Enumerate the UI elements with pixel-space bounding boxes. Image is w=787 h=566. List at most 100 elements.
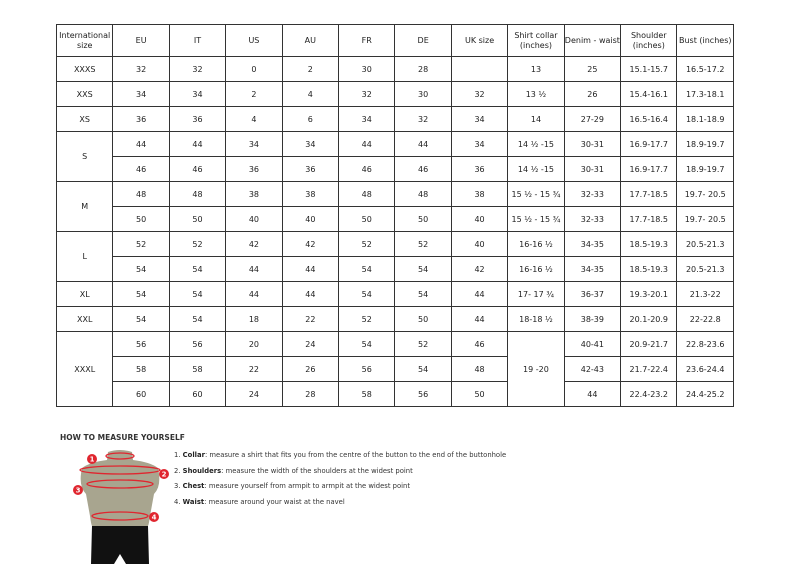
step-collar: 1. Collar: measure a shirt that fits you… (174, 451, 507, 459)
svg-text:2: 2 (162, 471, 167, 479)
table-cell: 20.9-21.7 (620, 331, 678, 357)
table-row: XS 36 36 4 6 34 32 34 14 27-29 16.5-16.4 18.1-18.9 (55, 106, 734, 132)
how-to-measure-title: HOW TO MEASURE YOURSELF (60, 433, 185, 442)
table-cell: 24.4-25.2 (676, 381, 734, 407)
table-cell: 44 (225, 256, 283, 282)
table-cell: 44 (225, 281, 283, 307)
table-cell: 15.1-15.7 (620, 56, 678, 82)
column-header: UK size (450, 24, 509, 57)
international-size-cell: XXS (55, 81, 114, 107)
table-cell: 46 (394, 156, 452, 182)
measure-steps: 1. Collar: measure a shirt that fits you… (174, 451, 506, 513)
table-cell: 44 (338, 131, 396, 157)
table-cell: 48 (168, 181, 227, 207)
table-cell: 50 (338, 206, 396, 232)
international-size-cell: S (55, 131, 114, 182)
table-cell: 40 (225, 206, 283, 232)
table-cell: 54 (168, 281, 227, 307)
table-cell: 24 (281, 331, 340, 357)
table-cell: 40-41 (563, 331, 622, 357)
table-cell: 16.5-16.4 (620, 106, 678, 132)
table-cell: 38 (225, 181, 283, 207)
table-cell: 54 (338, 281, 396, 307)
step-shoulders: 2. Shoulders: measure the width of the s… (174, 466, 413, 475)
step-chest: 3. Chest: measure yourself from armpit t… (174, 482, 410, 490)
table-row: M 48 48 38 38 48 48 38 15 ½ - 15 ¾ 32-33 17.7-18.5… (55, 181, 734, 232)
table-cell: 44 (281, 281, 340, 307)
table-cell: 42 (281, 231, 340, 257)
table-cell: 54 (338, 256, 396, 282)
table-cell: 28 (281, 381, 340, 407)
table-cell: 17.7-18.5 (620, 206, 678, 232)
table-cell: 40 (281, 206, 340, 232)
table-cell: 19.3-20.1 (620, 281, 678, 307)
table-cell: 30 (338, 56, 396, 82)
table-cell: 18.5-19.3 (620, 231, 678, 257)
table-cell: 44 (563, 381, 622, 407)
table-row: 54 54 44 44 54 54 42 16-16 ½ 34-35 18.5-19.3 20.5-… (57, 256, 734, 282)
table-cell: 54 (394, 256, 452, 282)
table-cell: 50 (450, 381, 509, 407)
table-cell: 46 (112, 156, 170, 182)
table-cell: 22 (225, 356, 283, 382)
table-cell: 40 (450, 231, 509, 257)
table-cell: 38 (450, 181, 509, 207)
table-cell: 17.3-18.1 (676, 81, 734, 107)
table-cell: 52 (338, 231, 396, 257)
shirt-collar-cell: 19 -20 (507, 331, 565, 407)
table-cell: 16.9-17.7 (620, 156, 678, 182)
table-row: XXXS 32 32 0 2 30 28 13 25 15.1-15.7 16.5-17.2 (55, 56, 734, 82)
step-waist: 4. Waist: measure around your waist at t… (174, 497, 345, 506)
table-row: XL 54 54 44 44 54 54 44 17- 17 ¾ 36-37 19.3-20.1 21… (55, 281, 734, 307)
table-cell: 19.7- 20.5 (676, 181, 734, 207)
table-cell: 50 (168, 206, 227, 232)
table-cell: 52 (394, 331, 452, 357)
table-cell: 34 (450, 106, 509, 132)
table-cell: 27-29 (563, 106, 622, 132)
table-cell: 54 (168, 256, 227, 282)
table-cell: 20.5-21.3 (676, 256, 734, 282)
table-row: 60 60 24 28 58 56 50 44 22.4-23.2 24.4-25.2 (57, 381, 734, 407)
column-header: EU (112, 24, 170, 57)
international-size-cell: XS (55, 106, 114, 132)
table-cell: 54 (338, 331, 396, 357)
table-cell: 48 (450, 356, 509, 382)
size-chart-table: International size EU IT US AU FR DE UK size Shi… (55, 24, 734, 407)
table-cell: 32-33 (563, 181, 622, 207)
column-header: AU (281, 24, 340, 57)
table-cell: 46 (338, 156, 396, 182)
table-cell: 44 (281, 256, 340, 282)
table-row: S 44 44 34 34 44 44 34 14 ½ -15 30-31 16.9-17.7 18.… (55, 131, 734, 182)
table-cell: 16-16 ½ (507, 256, 565, 282)
table-cell: 52 (338, 306, 396, 332)
table-cell: 50 (394, 206, 452, 232)
table-cell: 54 (112, 256, 170, 282)
table-cell: 38 (281, 181, 340, 207)
table-cell: 19.7- 20.5 (676, 206, 734, 232)
table-cell: 32-33 (563, 206, 622, 232)
international-size-cell: XL (55, 281, 114, 307)
table-row: 46 46 36 36 46 46 36 14 ½ -15 30-31 16.9-17.7 18.9… (57, 156, 734, 182)
table-cell: 32 (112, 56, 170, 82)
header-row: International size EU IT US AU FR DE UK size Shi… (55, 24, 734, 57)
table-cell: 18.1-18.9 (676, 106, 734, 132)
table-cell: 18 (225, 306, 283, 332)
table-cell: 54 (112, 306, 170, 332)
table-cell: 34 (168, 81, 227, 107)
table-cell: 4 (225, 106, 283, 132)
table-cell: 42 (225, 231, 283, 257)
international-size-cell: L (55, 231, 114, 282)
table-cell: 13 ½ (507, 81, 565, 107)
table-cell: 23.6-24.4 (676, 356, 734, 382)
table-cell: 22.4-23.2 (620, 381, 678, 407)
table-cell: 20.5-21.3 (676, 231, 734, 257)
table-cell: 36 (112, 106, 170, 132)
table-cell: 14 (507, 106, 565, 132)
table-cell: 30-31 (563, 131, 622, 157)
table-cell: 56 (168, 331, 227, 357)
table-cell: 32 (168, 56, 227, 82)
torso-measure-figure: 1 2 3 4 (73, 450, 169, 564)
table-cell: 26 (281, 356, 340, 382)
table-cell: 44 (450, 306, 509, 332)
table-cell: 16-16 ½ (507, 231, 565, 257)
